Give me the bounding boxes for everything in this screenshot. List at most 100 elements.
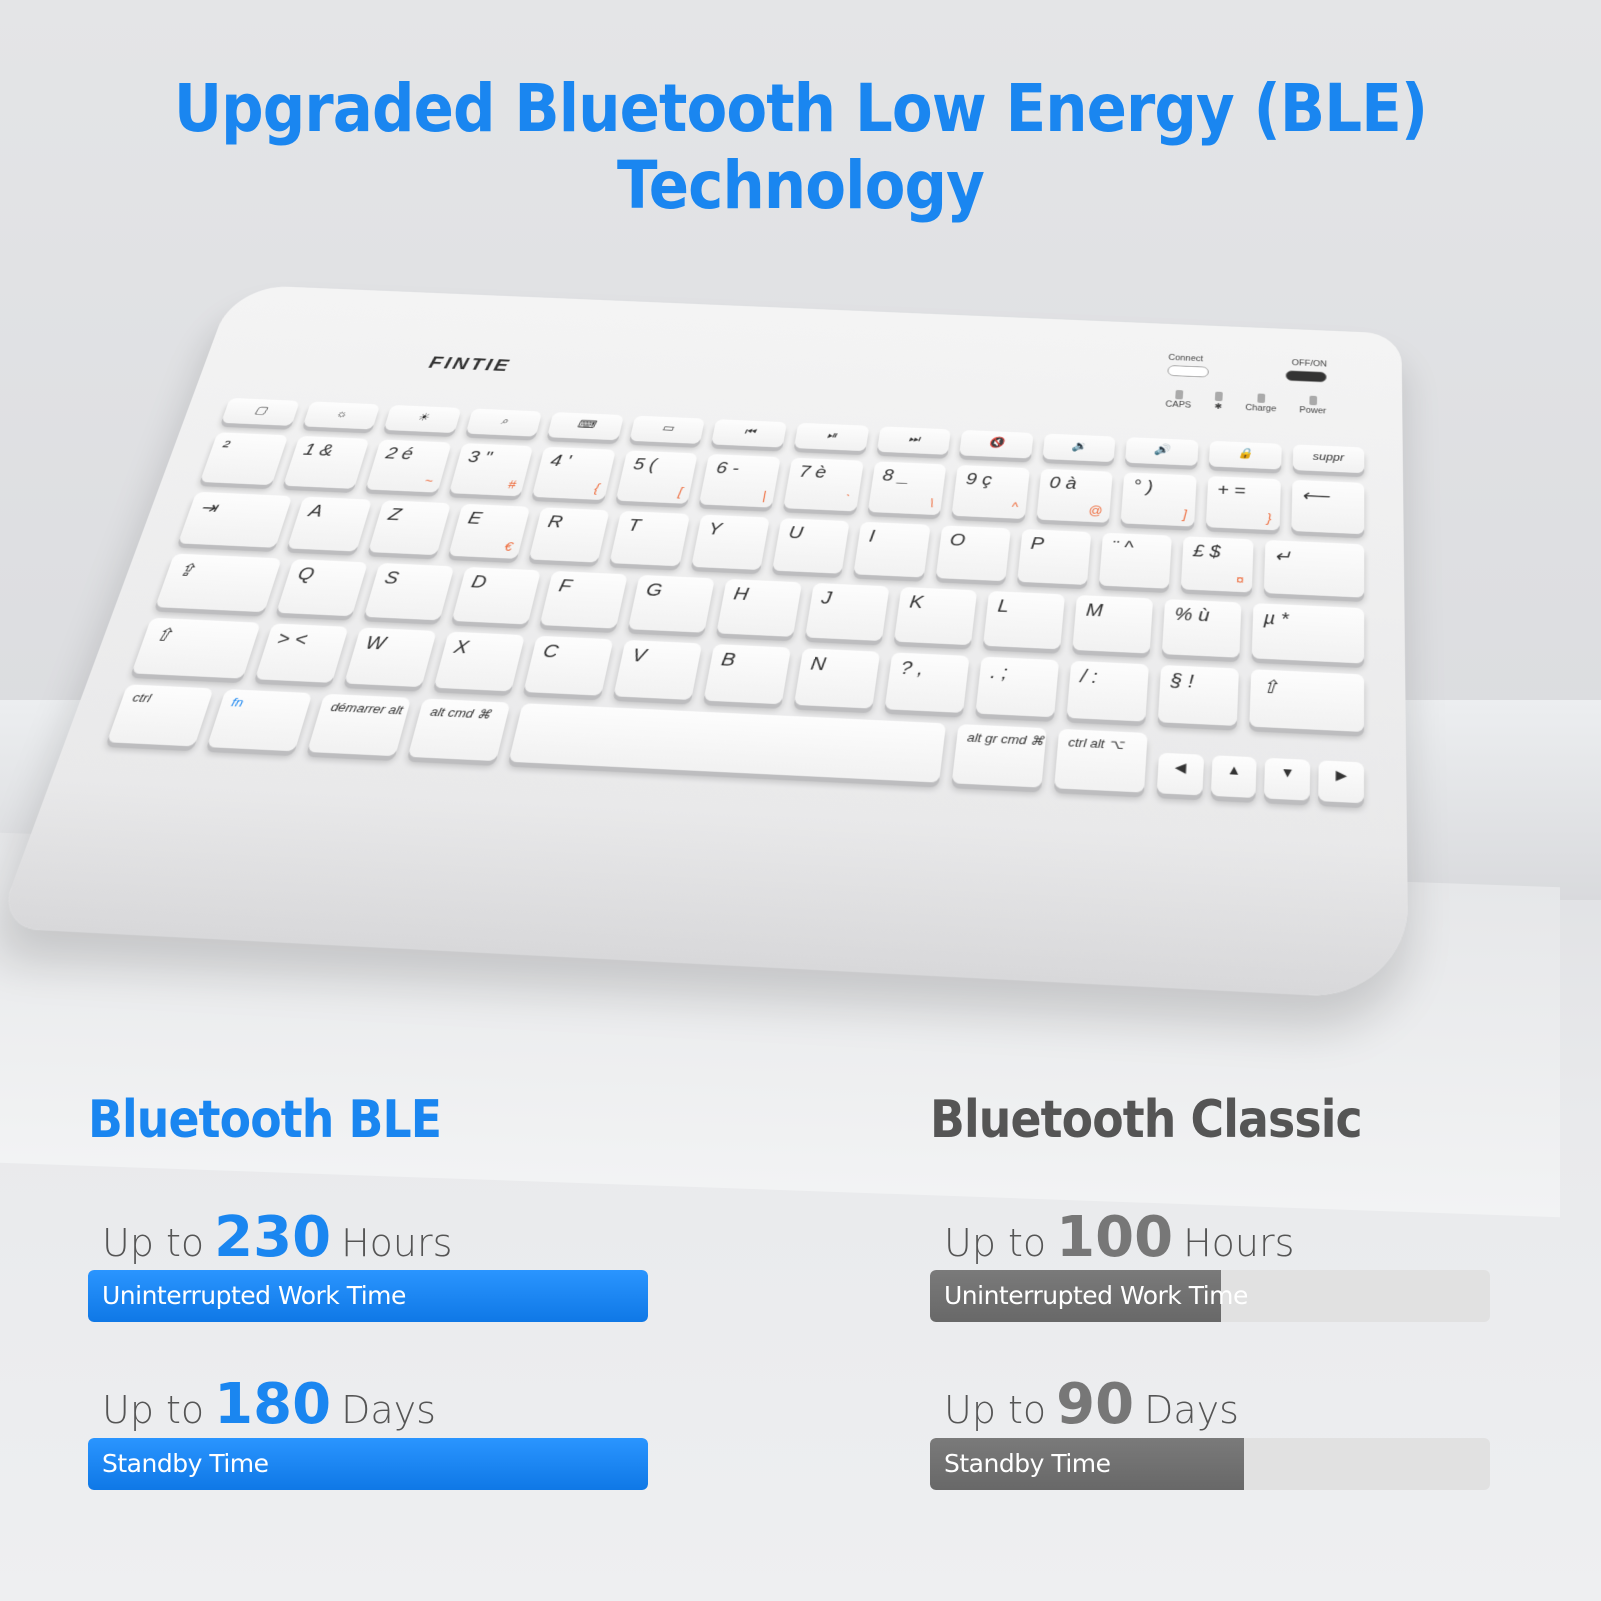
classic-work-fill [930, 1270, 1222, 1322]
led-icon [1309, 395, 1317, 406]
classic-standby-stat: Up to 90 Days [944, 1372, 1239, 1437]
key: . ; [975, 656, 1060, 718]
key-legend: C [540, 641, 561, 663]
standby-unit: Days [341, 1388, 436, 1432]
key-legend: ↵ [1274, 547, 1292, 567]
fn-key: 🔊 [1125, 437, 1199, 466]
key-legend: F [556, 576, 574, 597]
connect-label: Connect [1168, 353, 1204, 364]
key: ⇥ [177, 491, 293, 548]
key-legend: > < [274, 629, 310, 651]
key-alt-legend: [ [677, 485, 684, 499]
key-legend: ⟵ [1301, 486, 1330, 507]
classic-standby-fill [930, 1438, 1244, 1490]
key-legend: ⇪ [174, 560, 199, 581]
key-legend: V [630, 645, 648, 667]
key: G [627, 574, 715, 633]
arrow-down-key: ▼ [1264, 757, 1311, 801]
key-legend: M [1085, 600, 1104, 621]
key: 3 " # [448, 443, 534, 497]
led-indicator: ✱ [1214, 381, 1223, 411]
key: U [772, 518, 850, 574]
key-legend: ¨ ^ [1111, 538, 1134, 558]
key: ° )] [1120, 472, 1197, 527]
key: µ * [1251, 603, 1365, 664]
key-legend: R [545, 512, 565, 532]
key-alt-legend: } [1266, 511, 1272, 526]
key: D [451, 566, 541, 625]
fn-key: ▭ [629, 415, 706, 444]
key: H [716, 578, 803, 637]
key: Z [367, 500, 452, 556]
key: ⇪ [155, 553, 282, 613]
key-legend: X [451, 637, 471, 658]
key: 7 è ` [783, 457, 864, 512]
key: 0 à @ [1036, 468, 1114, 523]
key: V [613, 639, 703, 700]
key-ctrl: ctrl [106, 684, 214, 747]
key-legend: 9 ç [964, 470, 993, 490]
fn-key: suppr [1292, 444, 1365, 474]
key: ² [199, 432, 288, 486]
key: 8 _ \ [867, 461, 947, 516]
key-legend: + = [1216, 481, 1246, 501]
ble-section: Bluetooth BLE [88, 1090, 489, 1150]
key: E € [448, 503, 531, 559]
key: Y [690, 514, 770, 571]
work-unit: Hours [341, 1221, 453, 1265]
key-legend: £ $ [1192, 541, 1222, 562]
led-label: Power [1299, 406, 1327, 416]
classic-section: Bluetooth Classic [930, 1090, 1421, 1150]
ble-work-bar: Uninterrupted Work Time [88, 1270, 648, 1322]
standby-value: 90 [1056, 1372, 1135, 1437]
key: Q [275, 558, 368, 617]
key-legend: Q [295, 564, 317, 585]
arrow-left-key: ◀ [1156, 752, 1204, 796]
key: 4 ' { [532, 446, 616, 501]
work-prefix: Up to [102, 1221, 205, 1265]
space-key [508, 703, 946, 783]
led-indicator: Charge [1245, 382, 1277, 414]
key: O [935, 525, 1011, 582]
key-legend: K [908, 592, 925, 613]
key-legend: ⇧ [151, 625, 176, 646]
key-alt-legend: ~ [423, 473, 435, 488]
key: ↵ [1263, 539, 1365, 598]
fn-key: ☀ [383, 404, 462, 434]
led-icon [1174, 389, 1183, 400]
ble-work-fill [88, 1270, 648, 1322]
key-alt-legend: € [503, 539, 515, 554]
ble-standby-fill [88, 1438, 648, 1490]
key-legend: B [719, 649, 737, 671]
key-legend: 0 à [1048, 473, 1078, 494]
keyboard-controls: Connect OFF/ON CAPS ✱ Charge Power [1165, 354, 1327, 416]
key-legend: N [809, 654, 828, 675]
work-value: 230 [214, 1205, 332, 1270]
key-legend: P [1029, 534, 1045, 554]
key: ¨ ^ [1098, 532, 1173, 589]
key: 1 & [282, 435, 370, 489]
key-legend: ² [219, 437, 232, 456]
key-legend: G [644, 580, 664, 601]
power-label: OFF/ON [1291, 359, 1328, 369]
keyboard-body: FINTIE Connect OFF/ON CAPS ✱ Charge Power ▢ ☼… [0, 284, 1409, 1001]
standby-prefix: Up to [944, 1388, 1047, 1432]
key: C [523, 635, 614, 696]
key: W [343, 627, 437, 688]
led-icon [1214, 391, 1223, 402]
key: > < [254, 623, 349, 683]
page-title: Upgraded Bluetooth Low Energy (BLE) Tech… [173, 70, 1428, 224]
key: K [894, 586, 978, 646]
classic-standby-bar: Standby Time [930, 1438, 1490, 1490]
key: L [983, 590, 1066, 650]
classic-heading: Bluetooth Classic [930, 1090, 1363, 1150]
classic-work-bar: Uninterrupted Work Time [930, 1270, 1490, 1322]
work-label: Uninterrupted Work Time [944, 1281, 1248, 1310]
key-legend: 3 " [466, 448, 494, 467]
led-indicator: Power [1299, 384, 1327, 416]
key: A [287, 496, 372, 552]
fn-key: ⌨ [547, 412, 624, 441]
key-legend: ⇥ [197, 498, 220, 518]
key-start: démarrer alt ⌥ [307, 693, 412, 757]
work-value: 100 [1056, 1205, 1174, 1270]
